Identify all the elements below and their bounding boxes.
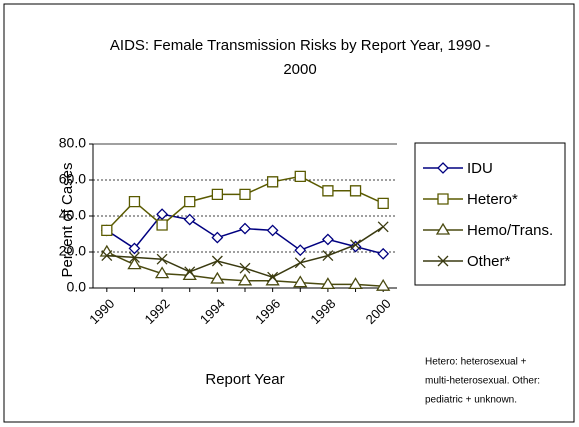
legend-label: Other* bbox=[467, 253, 511, 270]
x-axis-label: Report Year bbox=[205, 371, 284, 388]
data-point bbox=[156, 208, 169, 221]
y-tick-label: 80.0 bbox=[59, 135, 86, 151]
data-point bbox=[349, 185, 362, 197]
data-point bbox=[376, 278, 391, 291]
data-point bbox=[377, 221, 389, 233]
data-point bbox=[183, 213, 196, 226]
data-point bbox=[101, 250, 113, 262]
chart-title: AIDS: Female Transmission Risks by Repor… bbox=[110, 37, 490, 54]
y-tick-label: 40.0 bbox=[59, 207, 86, 223]
y-axis-label: Percent of Cases bbox=[59, 162, 76, 277]
data-point bbox=[128, 195, 141, 208]
data-point bbox=[294, 244, 307, 257]
data-point bbox=[349, 240, 362, 253]
data-point bbox=[184, 266, 196, 278]
data-point bbox=[184, 195, 196, 208]
data-point bbox=[211, 188, 224, 201]
data-point bbox=[294, 170, 306, 183]
data-point bbox=[156, 219, 168, 231]
data-point bbox=[377, 197, 389, 210]
data-point bbox=[266, 224, 279, 237]
legend-marker bbox=[437, 193, 449, 205]
data-point bbox=[127, 257, 142, 270]
data-point bbox=[128, 242, 141, 255]
data-point bbox=[239, 222, 251, 235]
data-point bbox=[210, 271, 225, 284]
y-tick-label: 60.0 bbox=[59, 171, 86, 187]
data-point bbox=[237, 273, 253, 286]
data-point bbox=[320, 277, 336, 290]
data-point bbox=[294, 257, 306, 269]
data-point bbox=[128, 251, 140, 263]
data-point bbox=[101, 224, 113, 237]
legend-label: Hetero* bbox=[467, 191, 518, 208]
data-point bbox=[266, 176, 279, 188]
note: multi-heterosexual. Other: bbox=[425, 376, 540, 387]
y-tick-label: 20.0 bbox=[59, 243, 86, 259]
data-point bbox=[211, 255, 223, 267]
data-point bbox=[322, 250, 334, 262]
data-point bbox=[322, 185, 334, 197]
legend-label: IDU bbox=[467, 160, 493, 177]
data-point bbox=[239, 188, 251, 201]
chart-title: 2000 bbox=[283, 61, 316, 78]
data-point bbox=[239, 262, 251, 274]
data-point bbox=[377, 247, 390, 260]
legend-marker bbox=[437, 255, 449, 267]
note: pediatric + unknown. bbox=[425, 395, 517, 406]
data-point bbox=[211, 231, 224, 244]
data-point bbox=[154, 266, 170, 279]
data-point bbox=[156, 253, 168, 265]
data-point bbox=[321, 233, 334, 246]
data-point bbox=[293, 275, 308, 288]
data-point bbox=[348, 277, 363, 290]
data-point bbox=[267, 271, 279, 283]
legend-marker bbox=[437, 162, 449, 174]
data-point bbox=[350, 239, 362, 251]
note: Hetero: heterosexual + bbox=[425, 357, 527, 368]
legend-marker bbox=[435, 222, 451, 235]
legend-label: Hemo/Trans. bbox=[467, 222, 553, 239]
y-tick-label: 0.0 bbox=[67, 279, 87, 295]
